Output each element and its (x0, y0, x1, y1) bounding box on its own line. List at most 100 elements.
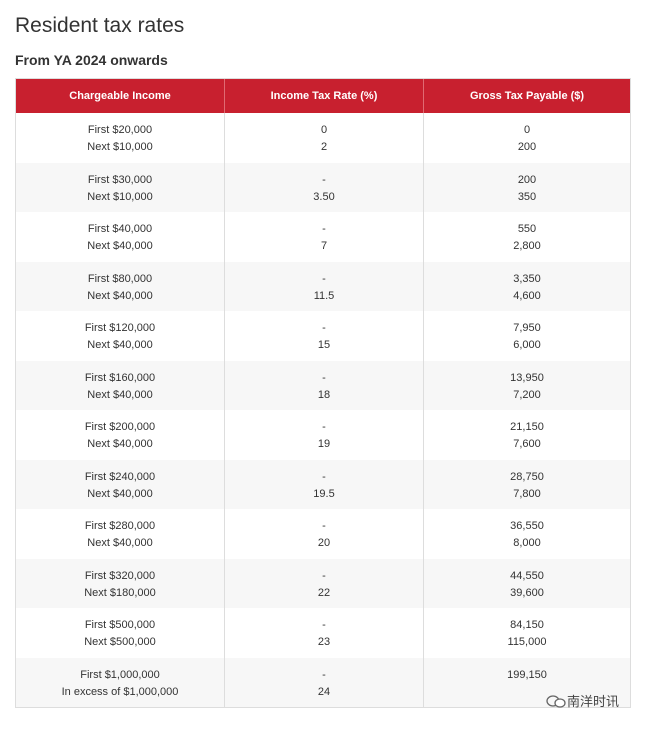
cell-line: First $80,000 (87, 272, 153, 285)
cell-line: - (322, 173, 326, 186)
cell-line: 115,000 (507, 636, 547, 648)
cell-line: 0 (523, 124, 531, 136)
cell-line: 3,350 (513, 272, 541, 285)
table-cell: - 22 (225, 558, 424, 608)
cell-line: First $20,000 (87, 124, 153, 136)
cell-line: 200 (517, 141, 537, 153)
table-row: First $200,000 Next $40,000 - 19 21,150 7,600 (16, 410, 630, 460)
table-cell: First $40,000 Next $40,000 (16, 212, 225, 262)
table-cell: 21,150 7,600 (424, 410, 630, 460)
cell-line: First $40,000 (87, 223, 153, 235)
table-cell: 84,150 115,000 (424, 608, 630, 658)
table-cell: - 23 (225, 608, 424, 658)
cell-line: First $240,000 (84, 470, 156, 483)
table-cell: - 11.5 (225, 261, 424, 311)
table-row: First $240,000 Next $40,000 - 19.5 28,750 7,8… (16, 459, 630, 510)
cell-line: 15 (317, 339, 331, 351)
cell-line: First $30,000 (87, 173, 153, 186)
cell-line: Next $180,000 (84, 586, 156, 599)
table-row: First $160,000 Next $40,000 - 18 13,950 7,200 (16, 360, 630, 411)
table-cell: 28,750 7,800 (424, 460, 630, 510)
cell-line: 200 (517, 173, 537, 186)
cell-line: - (322, 322, 326, 334)
watermark-icon (546, 694, 566, 708)
cell-line: Next $10,000 (87, 141, 153, 153)
cell-line: - (322, 470, 326, 483)
table-cell: First $240,000 Next $40,000 (16, 459, 225, 509)
cell-line: 19.5 (313, 487, 335, 500)
table-row: First $80,000 Next $40,000 - 11.5 3,350 4,600 (16, 261, 630, 312)
cell-line: 0 (320, 124, 328, 136)
cell-line: 44,550 (510, 569, 544, 582)
cell-line: Next $40,000 (87, 289, 153, 302)
cell-line: 6,000 (513, 339, 541, 351)
table-cell: First $160,000 Next $40,000 (16, 360, 225, 410)
table-row: First $320,000 Next $180,000 - 22 44,550 39,6… (16, 558, 630, 609)
cell-line: Next $40,000 (87, 537, 153, 549)
table-cell: 36,550 8,000 (424, 509, 630, 559)
cell-line: 7,800 (513, 487, 541, 500)
table-cell: - 20 (225, 509, 424, 559)
table-cell: First $1,000,000 In excess of $1,000,000 (16, 657, 225, 707)
table-row: First $1,000,000 In excess of $1,000,000 -… (16, 657, 630, 707)
cell-line: 23 (317, 636, 331, 648)
cell-line: - (322, 223, 326, 235)
cell-line: First $1,000,000 (80, 668, 160, 681)
table-row: First $30,000 Next $10,000-3.50 200 350 (16, 162, 630, 213)
cell-line: Next $40,000 (87, 240, 153, 252)
cell-line: Next $40,000 (87, 339, 153, 351)
cell-line: 7,950 (513, 322, 541, 334)
table-cell: - 19 (225, 410, 424, 460)
title: Resident tax rates (15, 14, 185, 37)
watermark: 南洋时讯 (545, 691, 619, 710)
table-cell: First $320,000 Next $180,000 (16, 558, 225, 608)
table-cell: 13,950 7,200 (424, 361, 630, 411)
header-row: Chargeable Income Income Tax Rate (%) Gros… (16, 79, 630, 113)
watermark-text: 南洋时讯 (567, 694, 620, 709)
tax-table: Chargeable Income Income Tax Rate (%) Gros… (15, 78, 631, 708)
cell-line: 550 (517, 223, 537, 235)
cell-line: 22 (317, 586, 331, 599)
cell-line: 39,600 (510, 586, 544, 599)
cell-line: First $160,000 (84, 371, 156, 384)
table-cell: First $20,000 Next $10,000 (16, 113, 225, 163)
cell-line: Next $500,000 (84, 636, 156, 648)
cell-line: In excess of $1,000,000 (61, 685, 179, 698)
header-cell: Income Tax Rate (%) (225, 79, 424, 113)
cell-line: Next $40,000 (87, 388, 153, 401)
table-row: First $500,000 Next $500,000 - 23 84,150 115,… (16, 608, 630, 658)
table-cell: - 3.50 (225, 162, 424, 212)
header-cell: Gross Tax Payable ($) (469, 90, 585, 102)
table-cell: 200 350 (424, 163, 630, 213)
table-cell: - 18 (225, 360, 424, 410)
table-row: First $280,000 Next $40,000 - 20 36,550 8,000 (16, 509, 630, 559)
cell-line: Next $10,000 (87, 190, 153, 203)
cell-line: 19 (317, 438, 331, 450)
table-cell: First $200,000 Next $40,000 (16, 410, 225, 460)
cell-line: 3.50 (313, 190, 335, 203)
cell-line: 21,150 (510, 421, 544, 433)
cell-line: 2,800 (513, 240, 541, 252)
cell-line: 20 (317, 537, 331, 549)
table-cell: 44,550 39,600 (424, 559, 630, 609)
table-cell: - 19.5 (225, 459, 424, 509)
table-cell: 3,350 4,600 (424, 262, 630, 312)
cell-line: 13,950 (510, 371, 544, 384)
table-cell: First $80,000 Next $40,000 (16, 261, 225, 311)
cell-line: First $120,000 (84, 322, 156, 334)
cell-line: 11.5 (313, 289, 335, 302)
cell-line: First $200,000 (84, 421, 156, 433)
cell-line: - (322, 569, 326, 582)
cell-line: 84,150 (510, 619, 544, 631)
cell-line: First $280,000 (84, 520, 156, 532)
cell-line: - (322, 668, 326, 681)
table-row: First $120,000 Next $40,000 - 15 7,950 6,000 (16, 311, 630, 361)
cell-line: 350 (517, 190, 537, 203)
cell-line: 24 (317, 685, 331, 698)
cell-line: First $320,000 (84, 569, 156, 582)
cell-line: 7,200 (513, 388, 541, 401)
cell-line: Next $40,000 (87, 438, 153, 450)
cell-line: - (322, 421, 326, 433)
cell-line: 199,150 (507, 668, 547, 681)
